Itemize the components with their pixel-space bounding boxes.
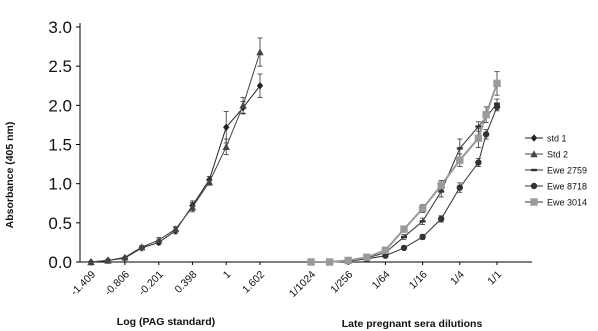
x-tick-label: 1/16 (407, 269, 430, 292)
legend-marker (530, 150, 538, 158)
data-point (475, 159, 482, 166)
y-axis-label: Absorbance (405 nm) (4, 122, 16, 229)
data-point (121, 253, 129, 261)
data-point (437, 181, 445, 189)
data-point (104, 256, 112, 264)
data-point (239, 101, 247, 109)
data-point (87, 258, 95, 266)
x-tick-label: 1 (221, 269, 234, 282)
legend-marker (530, 198, 538, 206)
data-point (325, 258, 334, 266)
data-point (381, 246, 390, 254)
x-tick-label: 1/1 (485, 269, 504, 288)
data-point (474, 134, 483, 142)
data-point (456, 184, 463, 191)
data-point (400, 225, 408, 233)
data-point (401, 235, 407, 239)
data-point (188, 203, 197, 211)
series-line-std-1 (90, 85, 261, 263)
data-point (205, 178, 214, 186)
x-tick-label: -0.201 (136, 269, 166, 299)
legend-label: std 1 (547, 134, 567, 144)
legend-marker (530, 182, 538, 190)
legend-marker (531, 168, 537, 172)
x-tick-label: -0.806 (102, 269, 132, 299)
data-point (493, 103, 501, 111)
legend-label: Ewe 2759 (547, 166, 587, 176)
data-point (418, 205, 427, 213)
x-axis-label-left: Log (PAG standard) (117, 316, 215, 328)
data-point (419, 220, 426, 223)
x-axis-label-right: Late pregnant sera dilutions (342, 318, 483, 330)
data-point (456, 156, 464, 164)
y-tick-label: 3.0 (48, 18, 72, 37)
data-point (171, 225, 180, 233)
x-tick-label: 1/256 (328, 269, 355, 296)
x-tick-label: -1.409 (69, 269, 99, 299)
data-point (256, 81, 264, 90)
x-tick-label: 1/1024 (287, 269, 318, 300)
chart-marks (87, 37, 501, 266)
data-point (138, 243, 146, 251)
data-point (482, 131, 490, 138)
x-tick-label: 1/64 (370, 269, 393, 292)
y-tick-label: 0.5 (48, 214, 72, 233)
legend: std 1 Std 2 Ewe 2759 Ewe 8718 Ewe 3014 (523, 126, 595, 208)
data-point (222, 143, 230, 151)
data-point (493, 79, 501, 88)
data-point (438, 215, 445, 223)
y-tick-label: 0.0 (48, 253, 72, 272)
y-tick-label: 1.0 (48, 175, 72, 194)
data-point (482, 111, 490, 119)
x-tick-label: 1/4 (448, 269, 467, 288)
data-point (256, 48, 264, 56)
legend-label: Ewe 8718 (547, 182, 587, 192)
y-tick-label: 1.5 (48, 136, 72, 155)
data-point (400, 244, 408, 252)
data-point (419, 233, 426, 241)
y-tick-label: 2.5 (48, 57, 72, 76)
data-point (155, 236, 163, 244)
legend-label: Std 2 (547, 150, 568, 160)
data-point (475, 125, 482, 128)
legend-label: Ewe 3014 (547, 198, 587, 208)
data-point (223, 123, 230, 132)
legend-marker (530, 134, 538, 142)
data-point (307, 258, 315, 266)
data-point (344, 256, 352, 265)
x-tick-label: 1.602 (240, 269, 267, 296)
data-point (456, 147, 463, 150)
data-point (438, 190, 445, 193)
data-point (363, 253, 371, 261)
y-tick-label: 2.0 (48, 96, 72, 115)
data-point (382, 252, 389, 259)
x-tick-label: 0.398 (172, 269, 199, 296)
